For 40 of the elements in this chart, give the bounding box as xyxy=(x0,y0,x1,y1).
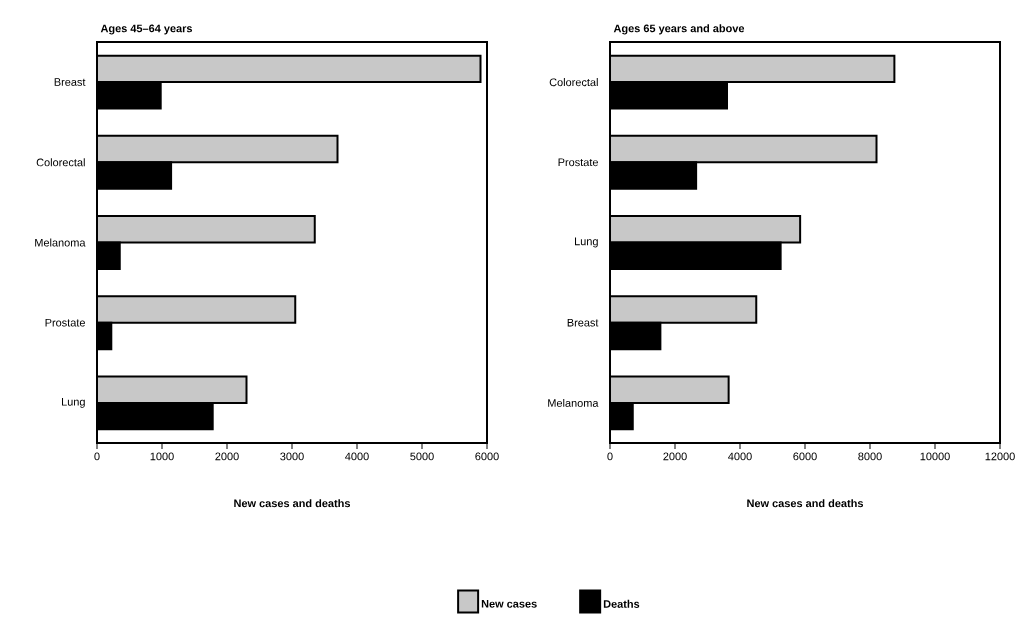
bar xyxy=(610,215,802,244)
x-tick-label: 4000 xyxy=(728,452,752,461)
y-tick-label: Colorectal xyxy=(549,78,598,87)
bar xyxy=(97,54,482,84)
legend-label: New cases xyxy=(481,600,537,608)
x-tick-label: 3000 xyxy=(280,452,304,461)
bar xyxy=(610,54,896,84)
x-tick-label: 2000 xyxy=(663,452,687,461)
y-tick-label: Breast xyxy=(567,318,599,327)
x-axis-title: New cases and deaths xyxy=(747,499,864,508)
x-tick-label: 4000 xyxy=(345,452,369,461)
x-tick-label: 0 xyxy=(607,452,613,461)
bar xyxy=(97,375,248,404)
bar xyxy=(97,134,339,164)
x-tick-label: 1000 xyxy=(150,452,174,461)
y-tick-label: Lung xyxy=(575,237,598,248)
legend-label: Deaths xyxy=(603,599,640,608)
chart-title: Ages 65 years and above xyxy=(613,24,745,35)
y-tick-label: Prostate xyxy=(558,158,598,167)
y-tick-label: Breast xyxy=(54,78,86,86)
x-tick-label: 12000 xyxy=(985,452,1015,461)
x-tick-label: 2000 xyxy=(215,452,239,461)
bar xyxy=(610,375,730,404)
y-tick-label: Lung xyxy=(62,398,85,408)
bar xyxy=(610,295,758,324)
bar xyxy=(97,215,316,244)
bar xyxy=(610,134,878,164)
x-tick-label: 0 xyxy=(94,452,100,461)
y-tick-label: Melanoma xyxy=(35,238,86,247)
x-tick-label: 6000 xyxy=(475,452,499,461)
x-axis-title: New cases and deaths xyxy=(234,499,351,508)
chart-title: Ages 45–64 years xyxy=(100,24,193,35)
x-tick-label: 10000 xyxy=(920,452,950,461)
x-tick-label: 6000 xyxy=(793,452,817,461)
y-tick-label: Colorectal xyxy=(36,158,85,167)
bar xyxy=(97,295,297,324)
x-tick-label: 8000 xyxy=(858,452,882,461)
x-tick-label: 5000 xyxy=(410,452,434,461)
y-tick-label: Melanoma xyxy=(548,398,599,407)
y-tick-label: Prostate xyxy=(45,318,85,327)
